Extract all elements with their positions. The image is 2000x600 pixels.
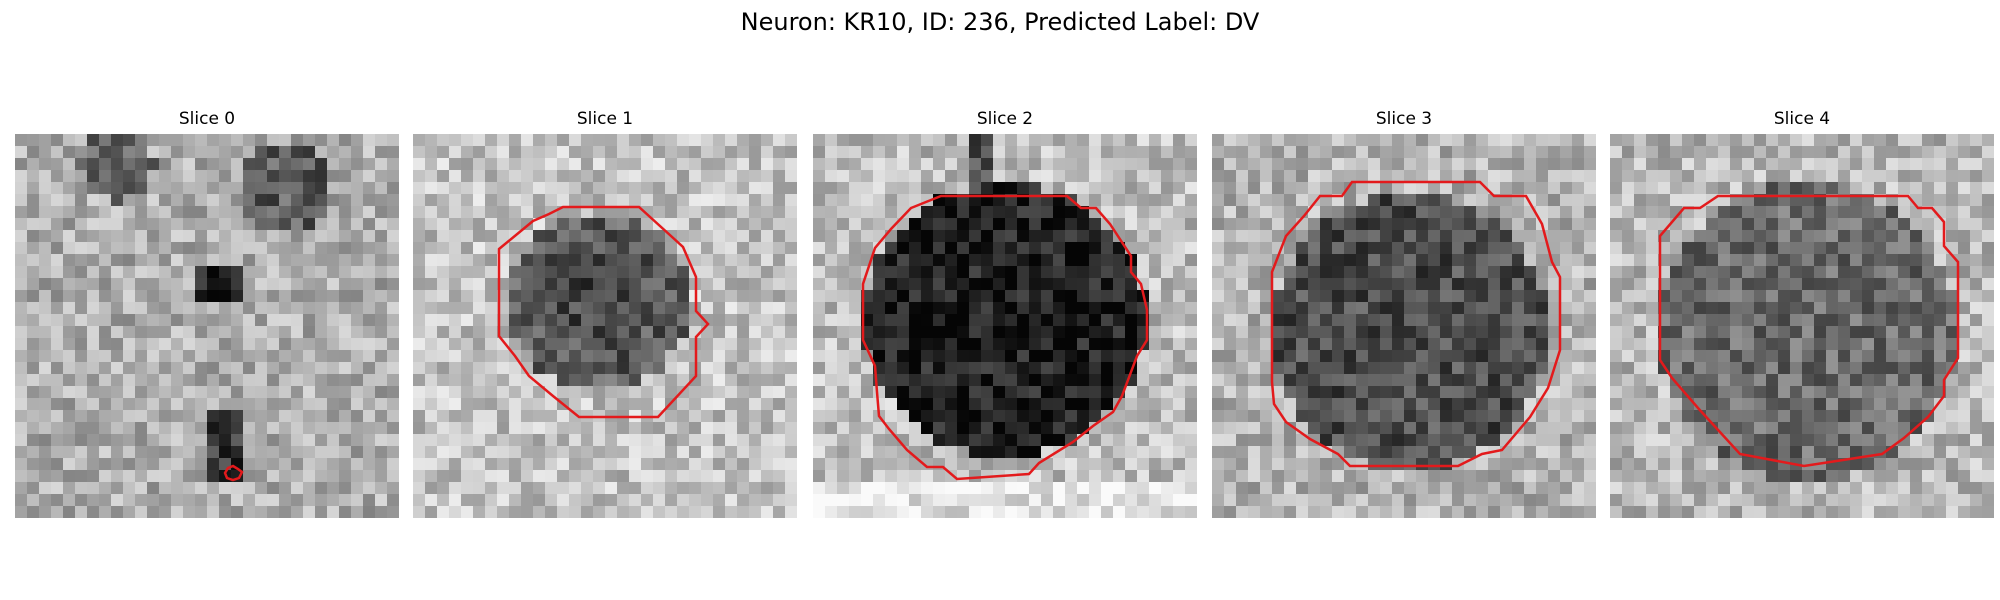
pixel-grid [15, 134, 399, 518]
slice-image [413, 134, 797, 518]
panel-title: Slice 4 [1773, 109, 1831, 129]
panel-title: Slice 0 [178, 109, 236, 129]
panel-title: Slice 3 [1375, 109, 1433, 129]
slice-image [1212, 134, 1596, 518]
pixel-grid [1212, 134, 1596, 518]
slice-image [813, 134, 1197, 518]
cell-contour [861, 194, 1149, 481]
panel-title: Slice 1 [576, 109, 634, 129]
cell-contour [497, 205, 710, 419]
panel-title: Slice 2 [976, 109, 1034, 129]
panel-slice-3: Slice 3 [1212, 108, 1596, 528]
panel-slice-0: Slice 0 [15, 108, 399, 528]
pixel-grid [813, 134, 1197, 518]
figure-title: Neuron: KR10, ID: 236, Predicted Label: … [740, 8, 1260, 36]
panel-slice-2: Slice 2 [813, 108, 1197, 528]
panel-slice-4: Slice 4 [1610, 108, 1994, 528]
cell-contour [1658, 194, 1960, 468]
slice-image [15, 134, 399, 518]
panel-slice-1: Slice 1 [413, 108, 797, 528]
pixel-grid [1610, 134, 1994, 518]
cell-contour [1270, 180, 1562, 468]
slice-image [1610, 134, 1994, 518]
cell-contour [223, 464, 244, 482]
pixel-grid [413, 134, 797, 518]
